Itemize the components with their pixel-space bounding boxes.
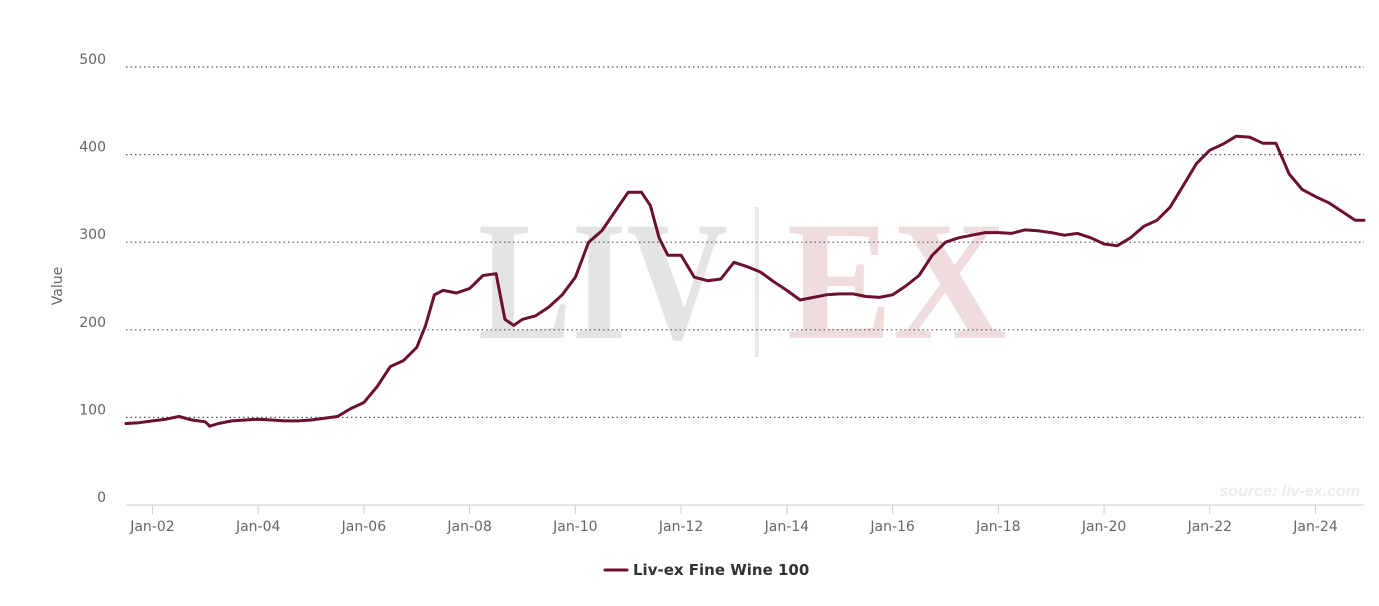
x-tick-label-2020-01: Jan-20 bbox=[1081, 519, 1126, 535]
y-tick-label-300: 300 bbox=[79, 227, 106, 243]
x-tick-label-2010-01: Jan-10 bbox=[552, 519, 597, 535]
y-tick-label-500: 500 bbox=[79, 52, 106, 68]
x-tick-label-2008-01: Jan-08 bbox=[446, 519, 491, 535]
x-tick-label-2018-01: Jan-18 bbox=[975, 519, 1020, 535]
x-tick-label-2024-01: Jan-24 bbox=[1292, 519, 1338, 535]
y-tick-label-200: 200 bbox=[79, 315, 106, 331]
watermark-left-text: LIV bbox=[478, 187, 728, 375]
watermark: LIV EX bbox=[478, 187, 1007, 375]
y-tick-label-400: 400 bbox=[79, 140, 106, 156]
x-tick-label-2022-01: Jan-22 bbox=[1187, 519, 1232, 535]
x-tick-label-2014-01: Jan-14 bbox=[764, 519, 810, 535]
x-axis: Jan-02 Jan-04 Jan-06 Jan-08 Jan-10 Jan-12 Jan-… bbox=[126, 504, 1364, 535]
x-tick-label-2012-01: Jan-12 bbox=[658, 519, 703, 535]
y-axis-title: Value bbox=[50, 267, 66, 305]
source-credit: source: liv-ex.com bbox=[1220, 483, 1361, 500]
x-tick-label-2006-01: Jan-06 bbox=[341, 519, 387, 535]
x-tick-label-2004-01: Jan-04 bbox=[235, 519, 281, 535]
y-tick-label-100: 100 bbox=[79, 402, 106, 418]
x-tick-label-2016-01: Jan-16 bbox=[869, 519, 915, 535]
legend-label-liv-ex-fine-wine-100: Liv-ex Fine Wine 100 bbox=[633, 561, 809, 579]
y-axis-ticks: 0 100 200 300 400 500 bbox=[79, 52, 106, 506]
x-tick-label-2002-01: Jan-02 bbox=[129, 519, 174, 535]
watermark-divider bbox=[755, 207, 759, 357]
watermark-right-text: EX bbox=[787, 187, 1007, 375]
series-line-liv-ex-fine-wine-100[interactable] bbox=[124, 134, 1366, 428]
y-tick-label-0: 0 bbox=[97, 490, 106, 506]
series-group bbox=[124, 134, 1366, 428]
legend[interactable]: Liv-ex Fine Wine 100 bbox=[603, 561, 809, 579]
gridlines bbox=[126, 66, 1364, 418]
